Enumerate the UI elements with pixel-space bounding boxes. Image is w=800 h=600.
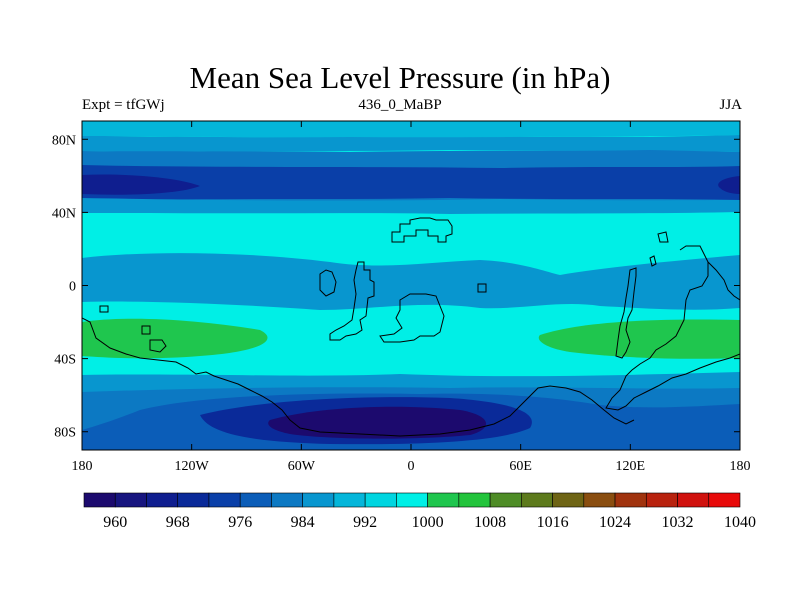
coastline <box>657 231 669 243</box>
colorbar-label: 976 <box>228 514 252 531</box>
band-984-north <box>82 198 740 214</box>
coastline <box>329 261 375 341</box>
coastline <box>649 255 657 267</box>
band-976-north <box>82 165 740 200</box>
chart-title: Mean Sea Level Pressure (in hPa) <box>189 60 611 95</box>
colorbar-swatch <box>427 492 460 508</box>
band-968-south <box>268 406 487 439</box>
band-992-north <box>82 135 740 152</box>
colorbar-swatch <box>708 492 741 508</box>
colorbar-label: 984 <box>291 514 315 531</box>
colorbar-swatch <box>114 492 147 508</box>
colorbar-swatch <box>396 492 428 508</box>
colorbar-label: 992 <box>353 514 377 531</box>
x-tick-label: 60E <box>509 459 532 474</box>
coastline <box>391 217 453 243</box>
y-tick-label: 40N <box>52 206 76 221</box>
coastline <box>615 267 637 359</box>
x-tick-label: 180 <box>730 459 751 474</box>
colorbar-swatch <box>552 492 585 508</box>
coastline <box>149 339 167 353</box>
colorbar-label: 1040 <box>724 514 756 531</box>
coastline <box>379 293 445 343</box>
colorbar-swatch <box>364 492 397 508</box>
colorbar-swatch <box>521 492 553 508</box>
colorbar-swatch <box>239 492 272 508</box>
y-tick-label: 80N <box>52 133 76 148</box>
colorbar-label: 960 <box>103 514 127 531</box>
x-tick-label: 180 <box>72 459 93 474</box>
colorbar-swatch <box>458 492 491 508</box>
coastline <box>141 325 151 335</box>
colorbar: 960 968 976 984 992 1000 1008 1016 1024 1032 1040 <box>83 492 756 531</box>
colorbar-swatch <box>333 492 366 508</box>
y-tick-label: 40S <box>54 353 76 368</box>
x-tick-label: 120W <box>175 459 210 474</box>
coastline <box>319 269 337 297</box>
y-tick-label: 80S <box>54 426 76 441</box>
band-996-equatorial <box>82 253 740 310</box>
x-tick-label: 0 <box>408 459 415 474</box>
axes: 180 120W 60W 0 60E 120E 180 80N 40N 0 40S 80S <box>52 121 751 474</box>
experiment-label: Expt = tfGWj <box>82 97 165 113</box>
colorbar-label: 1032 <box>662 514 694 531</box>
band-1008-southeast <box>538 319 740 359</box>
colorbar-swatch <box>83 492 116 508</box>
pressure-field <box>82 121 740 450</box>
band-972-north-east <box>718 176 740 194</box>
colorbar-swatch <box>614 492 647 508</box>
colorbar-swatch <box>489 492 522 508</box>
y-tick-label: 0 <box>69 280 76 295</box>
band-1008-southwest <box>82 318 268 359</box>
coastline <box>605 245 740 411</box>
x-tick-label: 120E <box>616 459 646 474</box>
colorbar-swatch <box>208 492 241 508</box>
colorbar-label: 1024 <box>599 514 631 531</box>
colorbar-swatch <box>677 492 710 508</box>
colorbar-label: 1016 <box>537 514 569 531</box>
colorbar-swatch <box>583 492 616 508</box>
coastlines <box>82 217 740 437</box>
colorbar-label: 968 <box>166 514 190 531</box>
coastline <box>82 317 635 437</box>
colorbar-swatch <box>645 492 678 508</box>
colorbar-label: 1000 <box>412 514 444 531</box>
x-tick-label: 60W <box>288 459 316 474</box>
coastline <box>477 283 487 293</box>
coastline <box>99 305 109 313</box>
colorbar-swatch <box>271 492 303 508</box>
colorbar-swatch <box>177 492 210 508</box>
band-972-north <box>82 174 200 195</box>
band-996-north <box>82 121 740 138</box>
season-label: JJA <box>719 97 742 113</box>
age-label: 436_0_MaBP <box>358 97 442 113</box>
colorbar-swatch <box>302 492 335 508</box>
colorbar-label: 1008 <box>474 514 506 531</box>
colorbar-swatch <box>146 492 179 508</box>
